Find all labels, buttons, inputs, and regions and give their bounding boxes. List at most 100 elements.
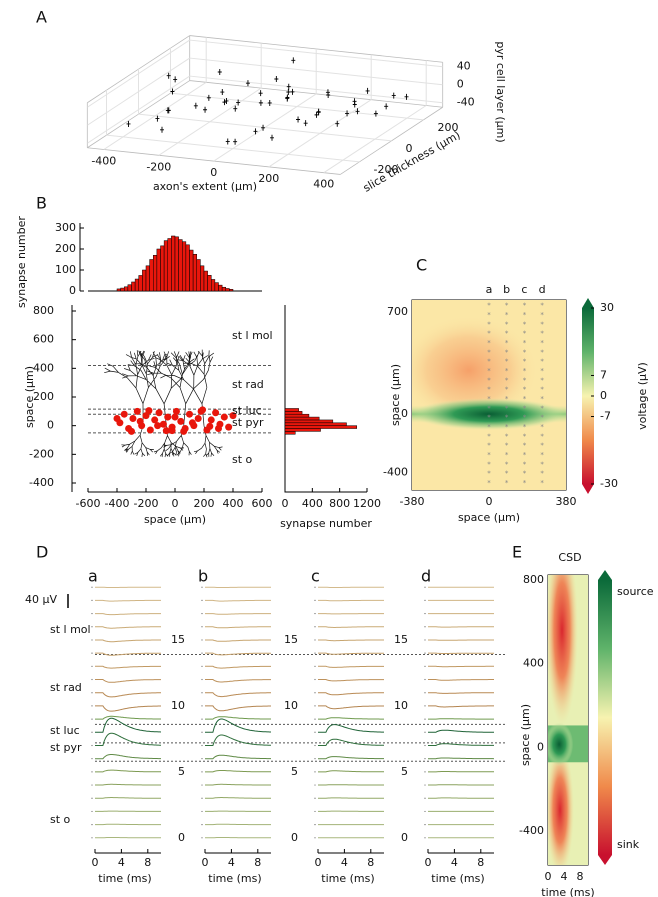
trace	[318, 626, 384, 628]
x-tick-label: 400	[302, 497, 323, 510]
channel-dot	[91, 665, 93, 667]
bar	[284, 408, 299, 412]
point	[261, 124, 266, 131]
point	[160, 126, 164, 133]
electrode: *	[487, 442, 491, 450]
electrode: *	[505, 358, 509, 366]
trace	[428, 743, 494, 746]
point	[220, 89, 225, 96]
heatmap-image: ****************************************…	[412, 300, 566, 490]
electrode: *	[487, 432, 491, 440]
channel-dot	[201, 810, 203, 813]
x-tick-label: 0	[172, 497, 179, 510]
electrode: *	[523, 302, 527, 310]
channel-dot	[91, 797, 93, 799]
colorbar-label: voltage (µV)	[636, 362, 649, 430]
channel-dot	[314, 744, 316, 747]
synapse	[151, 416, 159, 424]
point	[316, 109, 321, 116]
point	[285, 94, 290, 101]
channel-dot	[314, 824, 316, 826]
electrode: *	[523, 414, 527, 422]
bar	[284, 428, 321, 432]
x-axis-label: time (ms)	[98, 872, 151, 885]
panel-label: E	[512, 543, 522, 562]
electrode: *	[487, 451, 491, 459]
trace	[318, 756, 384, 760]
panel-label: A	[36, 8, 47, 27]
x-tick-label: 4	[451, 856, 458, 869]
heat-blob	[412, 315, 539, 426]
point	[224, 97, 229, 104]
point	[314, 111, 319, 118]
colorbar-tick-label: 30	[600, 301, 614, 314]
grid-line	[106, 90, 360, 163]
channel-dot	[91, 705, 93, 707]
colorbar	[582, 308, 594, 484]
trace	[205, 754, 271, 760]
electrode: *	[487, 330, 491, 338]
channel-dot	[201, 718, 203, 720]
y-tick-label: 0	[401, 407, 408, 420]
electrode: *	[487, 302, 491, 310]
trace	[95, 692, 161, 698]
channel-dot	[91, 810, 93, 813]
trace	[95, 705, 161, 712]
trace	[95, 769, 161, 773]
column-label: a	[486, 283, 493, 296]
colorbar-tick-label: 0	[600, 389, 607, 402]
electrode: *	[505, 395, 509, 403]
trace	[95, 613, 161, 616]
y-tick-label: 200	[438, 121, 459, 134]
electrode: *	[505, 339, 509, 347]
grid-line	[87, 75, 443, 144]
channel-label: 0	[178, 831, 185, 844]
channel-dot	[91, 784, 93, 786]
heat-blob	[548, 575, 578, 726]
channel-dot	[91, 599, 93, 601]
channel-dot	[201, 705, 203, 707]
bar	[189, 249, 194, 292]
electrode: *	[505, 330, 509, 338]
electrode: *	[540, 414, 544, 422]
electrode: *	[540, 395, 544, 403]
electrode: *	[540, 432, 544, 440]
z-tick-label: -40	[457, 96, 475, 109]
synapse	[197, 407, 205, 415]
electrode: *	[487, 367, 491, 375]
electrode: *	[523, 311, 527, 319]
heat-blob	[412, 398, 566, 431]
electrode: *	[505, 432, 509, 440]
colorbar	[598, 580, 612, 855]
bar	[225, 288, 230, 292]
electrode: *	[505, 414, 509, 422]
trace	[428, 757, 495, 760]
synapse	[220, 413, 228, 421]
bar	[163, 240, 168, 292]
x-axis-label: synapse number	[280, 517, 372, 530]
electrode: *	[523, 395, 527, 403]
trace	[205, 652, 271, 656]
synapse	[207, 416, 215, 424]
electrode: *	[487, 376, 491, 384]
y-tick-label: -400	[383, 465, 408, 478]
x-tick-label: 4	[561, 870, 568, 883]
colorbar-end	[582, 298, 594, 308]
bar	[174, 236, 179, 292]
point	[170, 88, 175, 95]
trace	[318, 639, 384, 642]
trace	[205, 716, 271, 720]
electrode: *	[505, 470, 509, 478]
x-tick-label: 4	[341, 856, 348, 869]
synapse	[212, 409, 220, 417]
bar	[182, 241, 187, 292]
synapse	[145, 407, 153, 415]
point	[245, 80, 250, 87]
channel-dot	[314, 758, 316, 760]
channel-dot	[201, 731, 203, 733]
y-tick-label: 0	[47, 419, 54, 432]
trace	[318, 717, 384, 720]
point	[253, 128, 258, 135]
channel-dot	[424, 797, 426, 799]
x-tick-label: 4	[228, 856, 235, 869]
